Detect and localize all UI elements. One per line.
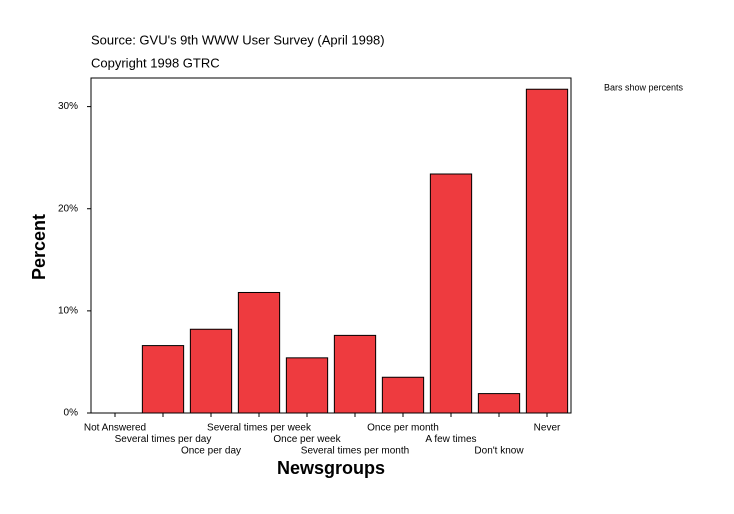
bar	[429, 173, 473, 414]
y-tick-label: 0%	[64, 408, 79, 419]
bar	[525, 88, 569, 414]
x-tick-label: Several times per month	[301, 446, 409, 457]
y-tick-label: 20%	[58, 203, 78, 214]
bar	[477, 393, 521, 414]
plot-frame	[90, 77, 572, 414]
bar	[141, 345, 185, 414]
x-tick-label: Several times per day	[115, 434, 212, 445]
bar	[333, 334, 377, 414]
x-tick-label: Once per day	[181, 446, 241, 457]
x-tick-label: A few times	[425, 434, 476, 445]
x-tick-label: Don't know	[474, 446, 524, 457]
x-tick-label: Not Answered	[84, 423, 146, 434]
x-axis-title: Newsgroups	[277, 458, 385, 478]
annotation: Bars show percents	[604, 82, 684, 92]
x-tick-label: Never	[534, 423, 561, 434]
y-tick-label: 10%	[58, 306, 78, 317]
y-axis-title: Percent	[29, 214, 49, 280]
x-tick-label: Once per month	[367, 423, 439, 434]
bar	[237, 291, 281, 414]
x-tick-label: Once per week	[273, 434, 341, 445]
chart-title: Source: GVU's 9th WWW User Survey (April…	[91, 32, 385, 47]
bar	[285, 357, 329, 414]
bar	[381, 376, 425, 414]
x-tick-label: Several times per week	[207, 423, 312, 434]
bar	[189, 328, 233, 414]
y-tick-label: 30%	[58, 101, 78, 112]
chart-subtitle: Copyright 1998 GTRC	[91, 55, 220, 70]
